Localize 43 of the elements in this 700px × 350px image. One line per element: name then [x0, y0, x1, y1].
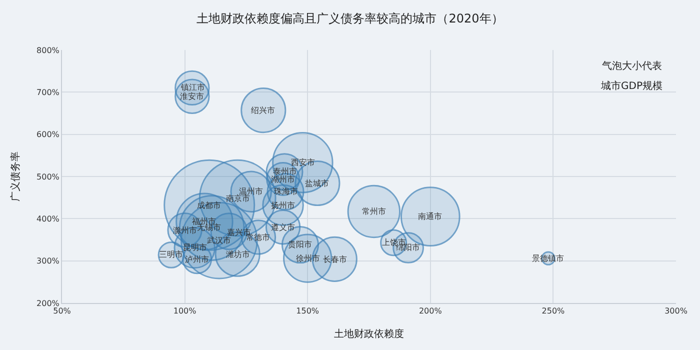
y-axis-title: 广义债务率	[10, 152, 22, 202]
annotation: 温州市	[239, 187, 263, 196]
annotation: 淮安市	[180, 92, 204, 101]
x-tick-label: 250%	[542, 306, 566, 316]
annotation: 泸州市	[185, 255, 209, 264]
y-tick-label: 600%	[36, 130, 60, 140]
annotation: 常州市	[362, 207, 386, 216]
annotation: 三明市	[159, 250, 183, 259]
x-axis-title: 土地财政依赖度	[334, 328, 404, 340]
annotation: 气泡大小代表	[602, 60, 662, 72]
y-tick-label: 500%	[36, 172, 60, 182]
x-tick-label: 300%	[664, 306, 688, 316]
y-tick-label: 300%	[36, 256, 60, 266]
x-tick-label: 50%	[53, 306, 72, 316]
annotation: 贵阳市	[288, 240, 312, 249]
annotation: 无锡市	[197, 223, 221, 232]
annotation: 扬州市	[271, 201, 295, 210]
annotation: 南京市	[226, 194, 250, 203]
annotation: 成都市	[197, 201, 221, 210]
annotation: 昆明市	[183, 243, 207, 252]
annotation: 徐州市	[296, 254, 320, 263]
annotation: 景德镇市	[532, 254, 564, 263]
annotation: 绍兴市	[251, 106, 275, 115]
x-tick-label: 100%	[173, 306, 197, 316]
annotation: 南通市	[418, 212, 442, 221]
annotation: 湖州市	[271, 175, 295, 184]
annotation: 镇江市	[180, 83, 205, 92]
x-tick-label: 150%	[296, 306, 320, 316]
chart-title: 土地财政依赖度偏高且广义债务率较高的城市（2020年）	[196, 11, 504, 26]
annotation: 泰州市	[273, 167, 297, 176]
y-tick-label: 400%	[36, 214, 60, 224]
y-tick-label: 800%	[36, 46, 60, 55]
annotation: 西安市	[291, 158, 315, 167]
annotation: 武汉市	[207, 236, 231, 245]
y-tick-label: 200%	[36, 298, 60, 308]
annotation: 潍坊市	[226, 250, 250, 259]
x-tick-label: 200%	[418, 306, 442, 316]
y-tick-label: 700%	[36, 88, 60, 97]
annotation: 城市GDP规模	[600, 80, 662, 92]
annotation: 盐城市	[305, 179, 329, 188]
annotation: 滁州市	[173, 226, 197, 235]
annotation: 福州市	[192, 217, 216, 226]
annotation: 遵义市	[271, 223, 295, 232]
